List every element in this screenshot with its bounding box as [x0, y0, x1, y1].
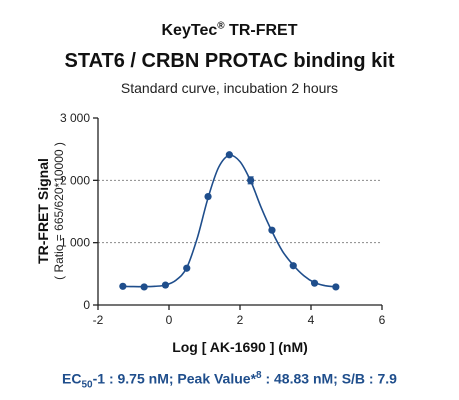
y-tick-label: 1 000	[60, 236, 90, 250]
curve-layer	[122, 154, 336, 288]
brand-suffix: TR-FRET	[224, 22, 298, 39]
data-point	[119, 282, 127, 290]
y-axis-label: TR-FRET Signal	[35, 158, 51, 264]
y-axis-sublabel: ( Ratio = 665/620*10000 )	[52, 142, 66, 280]
x-axis-label: Log [ AK-1690 ] (nM)	[172, 339, 308, 355]
peak-sb-text: : 48.83 nM; S/B : 7.9	[261, 370, 397, 387]
y-tick-label: 2 000	[60, 173, 90, 187]
x-tick-label: 4	[308, 313, 315, 327]
x-tick-label: 6	[379, 313, 386, 327]
chart-title: STAT6 / CRBN PROTAC binding kit	[64, 50, 395, 72]
ec-subscript: 50	[81, 379, 93, 391]
grid-layer	[98, 179, 382, 244]
data-point	[289, 262, 297, 270]
data-point	[161, 281, 170, 289]
data-point	[140, 283, 148, 291]
ec-value-text: -1 : 9.75 nM; Peak Value*	[92, 370, 257, 387]
data-point	[225, 151, 233, 159]
brand-name: KeyTec	[161, 22, 218, 39]
registered-mark: ®	[217, 20, 225, 32]
points-layer	[119, 151, 340, 291]
y-tick-label: 0	[83, 298, 90, 312]
x-tick-label: 0	[166, 313, 173, 327]
ec-prefix: EC	[62, 370, 82, 387]
chart-summary-footer: EC50-1 : 9.75 nM; Peak Value*8 : 48.83 n…	[0, 370, 459, 390]
data-point	[183, 264, 191, 272]
data-point	[332, 283, 340, 291]
chart-subtitle: Standard curve, incubation 2 hours	[120, 80, 339, 96]
data-point	[204, 192, 212, 201]
peak-superscript: 8	[256, 370, 262, 381]
x-tick-label: 2	[237, 313, 244, 327]
y-tick-label: 3 000	[60, 111, 90, 125]
chart-brand-title: KeyTec® TR-FRET	[0, 20, 459, 40]
data-point	[247, 176, 255, 184]
data-point	[310, 279, 319, 287]
x-tick-label: -2	[93, 313, 104, 327]
data-point	[268, 226, 276, 234]
fit-curve	[122, 154, 336, 288]
